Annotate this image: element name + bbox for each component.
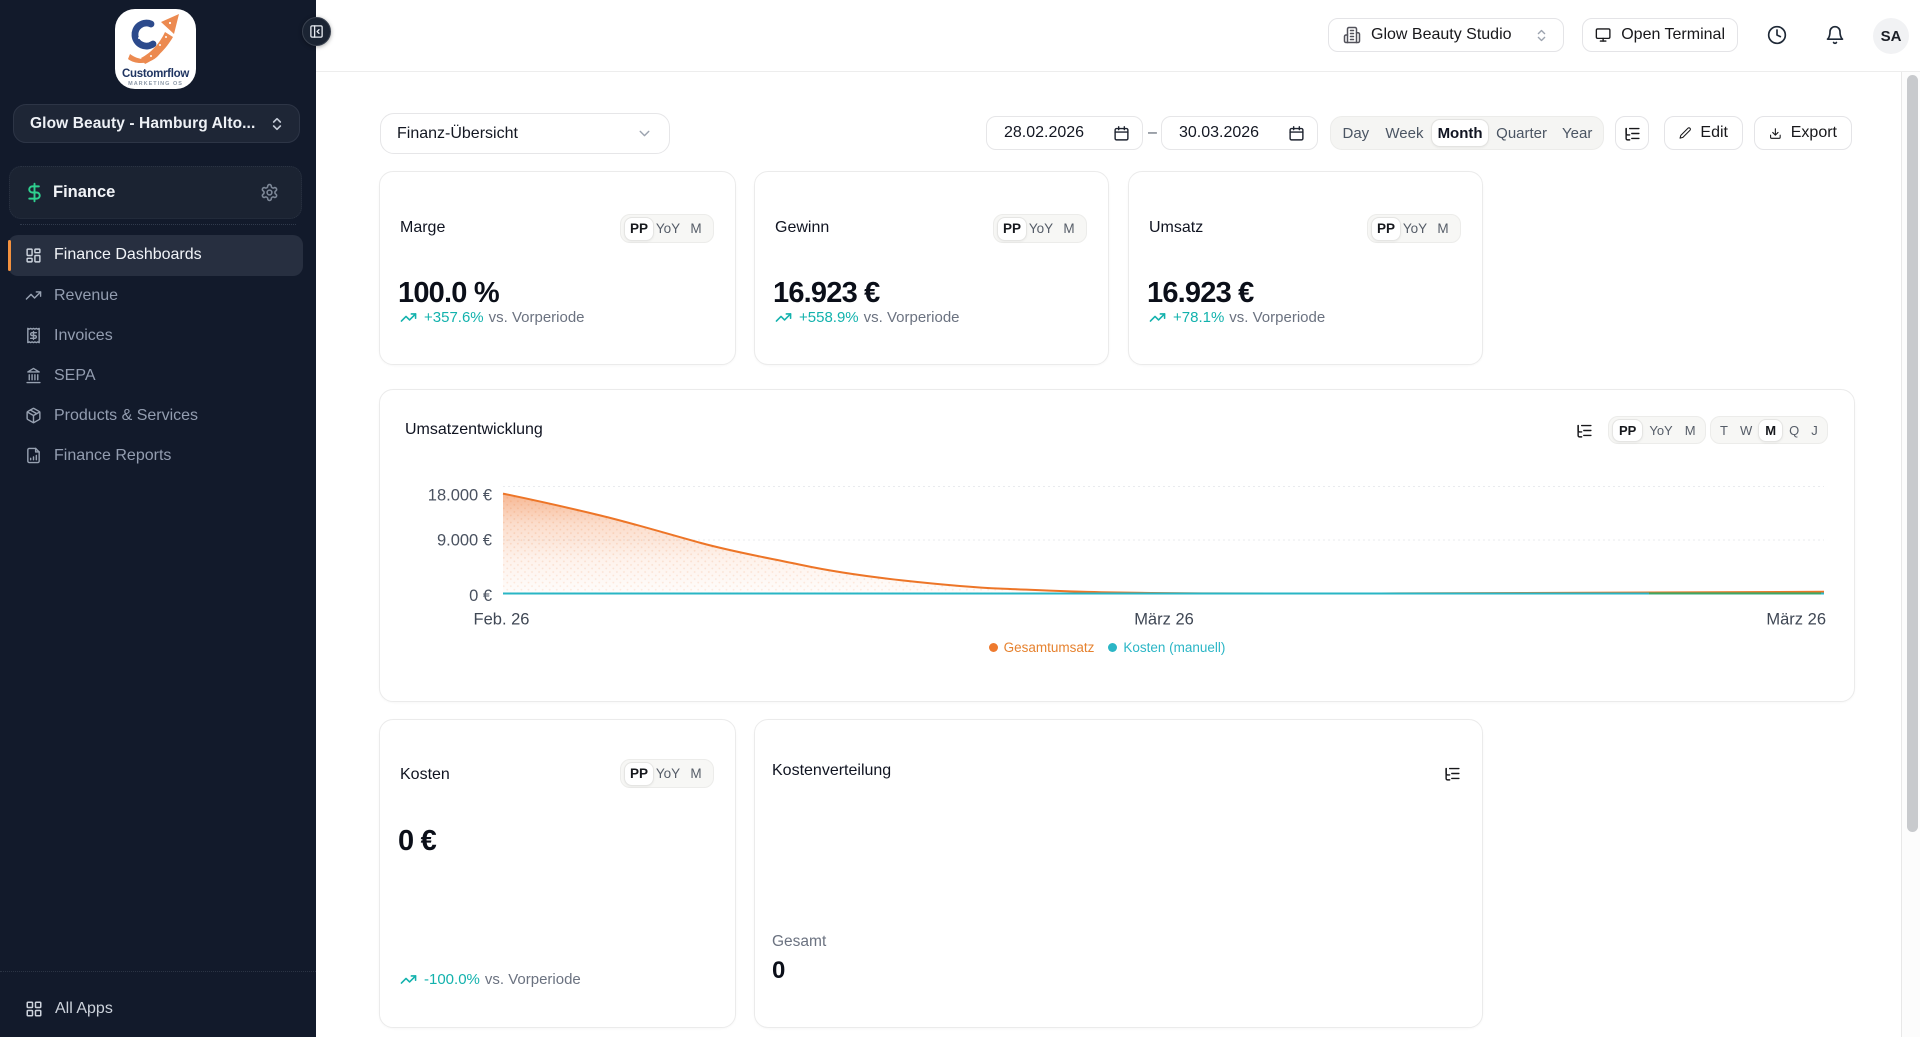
svg-text:März 26: März 26 [1134, 611, 1194, 629]
svg-text:0 €: 0 € [469, 587, 492, 605]
svg-text:Feb. 26: Feb. 26 [474, 611, 530, 629]
svg-text:März 26: März 26 [1766, 611, 1826, 629]
svg-text:9.000 €: 9.000 € [437, 532, 492, 550]
svg-text:18.000 €: 18.000 € [428, 487, 492, 505]
